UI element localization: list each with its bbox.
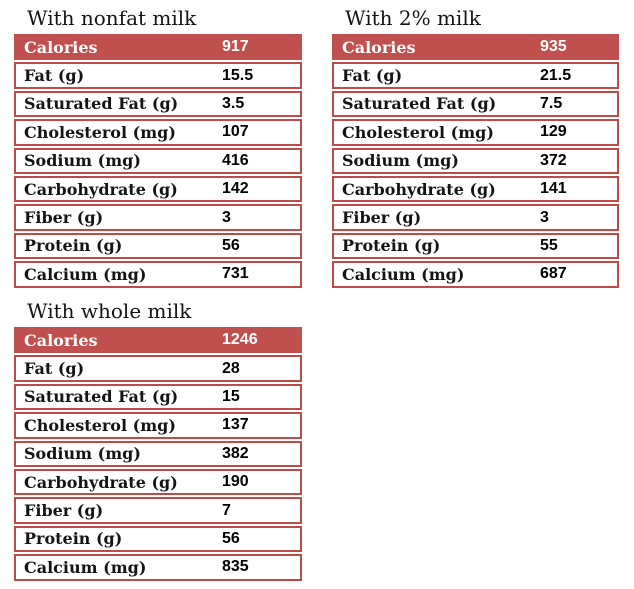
- row-value: 129: [540, 123, 567, 141]
- table-title: With whole milk: [27, 299, 192, 323]
- table-row: Sodium (mg) 416: [14, 147, 302, 174]
- table-row: Sodium (mg) 372: [332, 147, 619, 174]
- table-row: Protein (g) 56: [14, 525, 302, 553]
- row-label: Sodium (mg): [24, 151, 141, 171]
- nutrition-table-nonfat: Calories 917 Fat (g) 15.5 Saturated Fat …: [14, 34, 302, 288]
- row-label: Cholesterol (mg): [24, 415, 176, 435]
- table-row: Cholesterol (mg) 107: [14, 119, 302, 146]
- row-label: Fat (g): [24, 66, 85, 86]
- row-value: 687: [540, 265, 567, 283]
- row-value: 190: [222, 473, 249, 491]
- row-value: 28: [222, 359, 240, 377]
- table-row: Saturated Fat (g) 15: [14, 383, 302, 411]
- row-label: Protein (g): [24, 236, 123, 256]
- table-row: Calcium (mg) 731: [14, 261, 302, 288]
- row-value: 107: [222, 123, 249, 141]
- row-label: Calcium (mg): [24, 264, 147, 284]
- row-label: Calories: [24, 330, 98, 350]
- row-value: 3: [222, 208, 231, 226]
- row-value: 7.5: [540, 94, 563, 112]
- row-label: Saturated Fat (g): [342, 94, 497, 114]
- row-label: Protein (g): [24, 529, 123, 549]
- row-label: Fat (g): [342, 66, 403, 86]
- table-row: Fat (g) 21.5: [332, 62, 619, 89]
- row-label: Calories: [24, 37, 98, 57]
- table-row: Carbohydrate (g) 190: [14, 468, 302, 496]
- table-title: With 2% milk: [345, 6, 481, 30]
- row-label: Carbohydrate (g): [24, 472, 178, 492]
- row-label: Saturated Fat (g): [24, 387, 179, 407]
- row-label: Calories: [342, 37, 416, 57]
- row-value: 731: [222, 265, 249, 283]
- table-row: Cholesterol (mg) 129: [332, 119, 619, 146]
- row-value: 56: [222, 529, 240, 547]
- row-label: Cholesterol (mg): [24, 122, 176, 142]
- table-row: Fat (g) 15.5: [14, 62, 302, 89]
- row-label: Saturated Fat (g): [24, 94, 179, 114]
- row-value: 372: [540, 151, 567, 169]
- table-row: Protein (g) 55: [332, 232, 619, 260]
- nutrition-table-whole: Calories 1246 Fat (g) 28 Saturated Fat (…: [14, 327, 302, 581]
- row-label: Fat (g): [24, 359, 85, 379]
- row-label: Calcium (mg): [342, 264, 465, 284]
- row-value: 382: [222, 444, 249, 462]
- row-label: Protein (g): [342, 236, 441, 256]
- row-value: 56: [222, 236, 240, 254]
- table-header-row: Calories 917: [14, 34, 302, 61]
- row-value: 21.5: [540, 66, 572, 84]
- table-row: Carbohydrate (g) 142: [14, 175, 302, 203]
- table-row: Carbohydrate (g) 141: [332, 175, 619, 203]
- table-block-nonfat-milk: With nonfat milk Calories 917 Fat (g) 15…: [14, 6, 302, 288]
- table-row: Cholesterol (mg) 137: [14, 412, 302, 439]
- table-block-2pct-milk: With 2% milk Calories 935 Fat (g) 21.5 S…: [332, 6, 619, 288]
- row-value: 416: [222, 151, 249, 169]
- row-value: 935: [540, 38, 567, 56]
- row-value: 55: [540, 236, 558, 254]
- row-label: Sodium (mg): [342, 151, 459, 171]
- row-label: Carbohydrate (g): [24, 179, 178, 199]
- row-value: 142: [222, 180, 249, 198]
- table-row: Fiber (g) 3: [14, 204, 302, 231]
- table-row: Fat (g) 28: [14, 355, 302, 382]
- row-value: 1246: [222, 331, 258, 349]
- table-row: Saturated Fat (g) 7.5: [332, 90, 619, 118]
- table-block-whole-milk: With whole milk Calories 1246 Fat (g) 28…: [14, 299, 302, 581]
- row-label: Fiber (g): [24, 501, 104, 521]
- row-label: Carbohydrate (g): [342, 179, 496, 199]
- row-value: 835: [222, 558, 249, 576]
- row-label: Sodium (mg): [24, 444, 141, 464]
- table-row: Saturated Fat (g) 3.5: [14, 90, 302, 118]
- row-value: 141: [540, 180, 567, 198]
- row-label: Cholesterol (mg): [342, 122, 494, 142]
- table-row: Fiber (g) 7: [14, 497, 302, 524]
- table-row: Sodium (mg) 382: [14, 440, 302, 467]
- table-title: With nonfat milk: [27, 6, 197, 30]
- table-header-row: Calories 935: [332, 34, 619, 61]
- table-row: Calcium (mg) 835: [14, 554, 302, 581]
- row-value: 137: [222, 416, 249, 434]
- row-label: Fiber (g): [342, 208, 422, 228]
- row-label: Calcium (mg): [24, 557, 147, 577]
- row-value: 15: [222, 387, 240, 405]
- nutrition-table-2pct: Calories 935 Fat (g) 21.5 Saturated Fat …: [332, 34, 619, 288]
- row-value: 7: [222, 501, 231, 519]
- row-value: 3: [540, 208, 549, 226]
- table-row: Calcium (mg) 687: [332, 261, 619, 288]
- table-row: Protein (g) 56: [14, 232, 302, 260]
- row-value: 3.5: [222, 94, 245, 112]
- row-label: Fiber (g): [24, 208, 104, 228]
- table-row: Fiber (g) 3: [332, 204, 619, 231]
- row-value: 15.5: [222, 66, 254, 84]
- row-value: 917: [222, 38, 249, 56]
- table-header-row: Calories 1246: [14, 327, 302, 354]
